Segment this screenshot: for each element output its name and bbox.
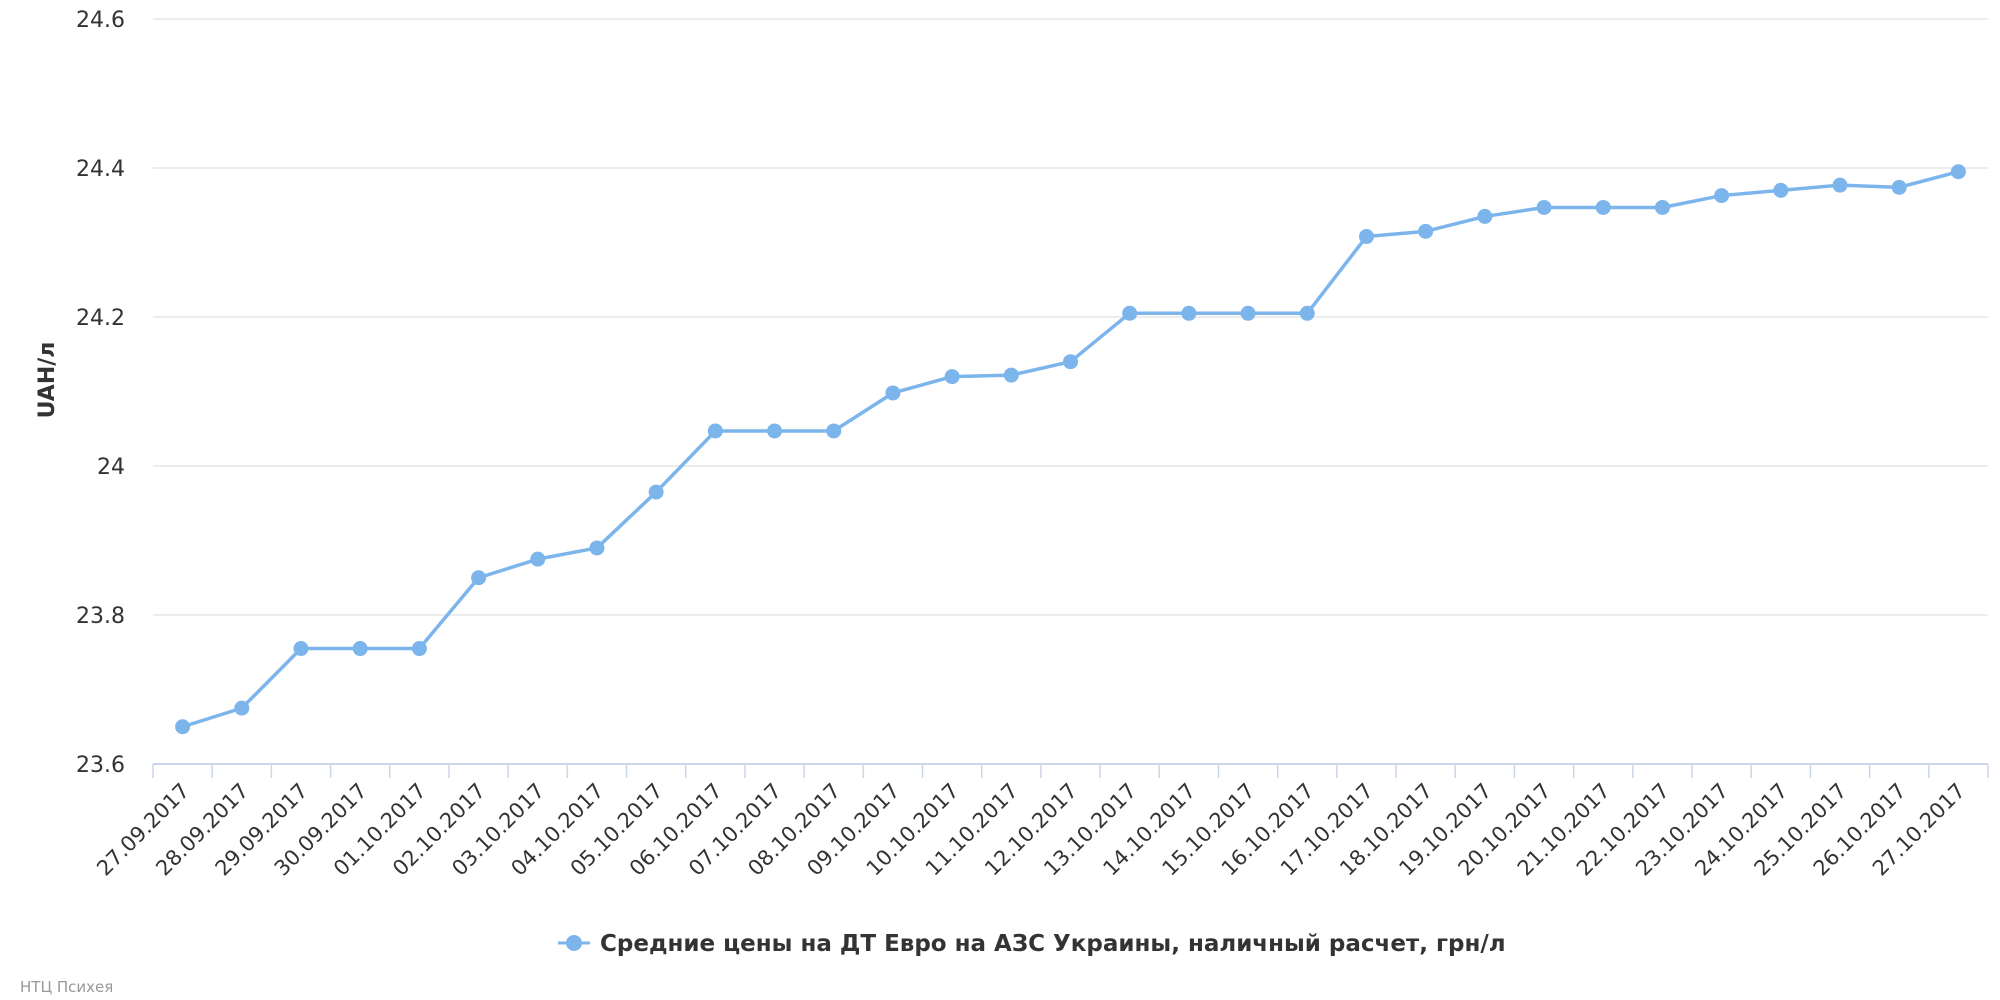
data-point[interactable] [1181, 305, 1197, 321]
data-point[interactable] [1477, 208, 1493, 224]
legend-label[interactable]: Средние цены на ДТ Евро на АЗС Украины, … [600, 931, 1506, 957]
legend-marker-symbol [566, 935, 582, 951]
grid-lines [153, 18, 1988, 616]
data-point[interactable] [1003, 367, 1019, 383]
data-point[interactable] [826, 423, 842, 439]
series-layer [175, 164, 1966, 735]
data-point[interactable] [1832, 177, 1848, 193]
y-tick-label: 24.4 [76, 157, 125, 182]
data-point[interactable] [1950, 164, 1966, 180]
data-point[interactable] [1595, 199, 1611, 215]
data-point[interactable] [234, 700, 250, 716]
data-point[interactable] [293, 641, 309, 657]
y-tick-label: 24 [97, 455, 125, 480]
data-point[interactable] [1891, 179, 1907, 195]
data-point[interactable] [767, 423, 783, 439]
data-point[interactable] [1654, 199, 1670, 215]
y-tick-label: 24.2 [76, 306, 125, 331]
data-point[interactable] [1358, 229, 1374, 245]
data-point[interactable] [589, 540, 605, 556]
y-tick-label: 24.6 [76, 8, 125, 33]
data-point[interactable] [530, 551, 546, 567]
legend[interactable]: Средние цены на ДТ Евро на АЗС Украины, … [558, 931, 1506, 957]
data-point[interactable] [1240, 305, 1256, 321]
data-point[interactable] [411, 641, 427, 657]
series-line [182, 170, 1959, 729]
x-axis-ticks: 27.09.201728.09.201729.09.201730.09.2017… [92, 764, 1989, 881]
data-point[interactable] [1418, 223, 1434, 239]
data-point[interactable] [1063, 354, 1078, 370]
y-tick-label: 23.8 [76, 604, 125, 629]
data-point[interactable] [944, 369, 960, 385]
data-point[interactable] [885, 385, 901, 401]
data-point[interactable] [707, 423, 723, 439]
data-point[interactable] [352, 641, 368, 657]
data-point[interactable] [648, 484, 664, 500]
data-point[interactable] [1714, 188, 1730, 204]
y-axis-label: UAH/л [35, 342, 60, 419]
data-point[interactable] [471, 570, 487, 586]
data-point[interactable] [1299, 305, 1315, 321]
data-point[interactable] [1122, 305, 1138, 321]
data-point[interactable] [1536, 199, 1552, 215]
chart-credit[interactable]: НТЦ Психея [20, 978, 113, 996]
y-axis-ticks: 23.6 23.8 24 24.2 24.4 24.6 [76, 8, 125, 778]
data-point[interactable] [1773, 182, 1789, 198]
y-tick-label: 23.6 [76, 753, 125, 778]
data-point[interactable] [175, 719, 191, 735]
